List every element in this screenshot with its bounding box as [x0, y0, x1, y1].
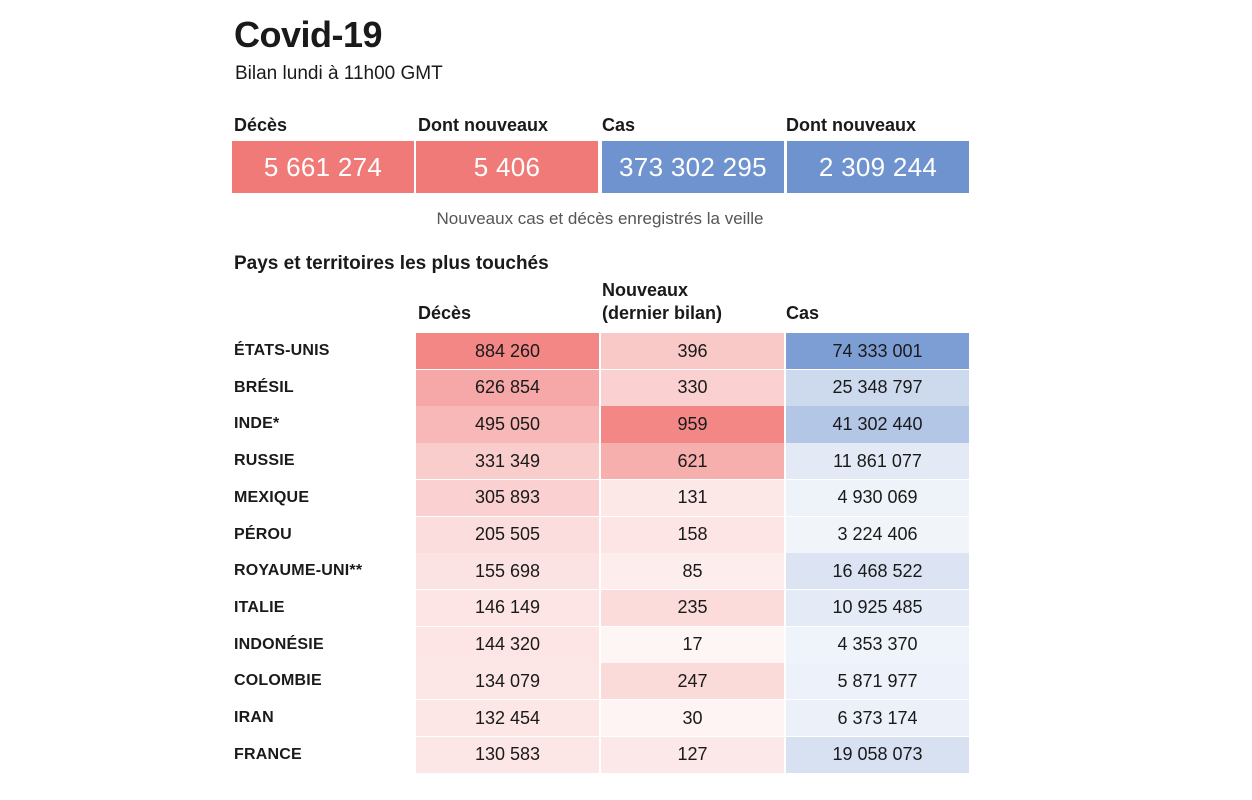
cell-new: 247 [601, 663, 784, 700]
cell-cases: 41 302 440 [786, 406, 969, 443]
cell-new: 127 [601, 736, 784, 773]
cell-deaths: 134 079 [416, 663, 599, 700]
cell-cases: 19 058 073 [786, 736, 969, 773]
cell-new: 158 [601, 516, 784, 553]
cell-cases: 5 871 977 [786, 663, 969, 700]
row-label: IRAN [234, 709, 274, 726]
cell-cases: 4 353 370 [786, 626, 969, 663]
column-header-new-line2: (dernier bilan) [602, 303, 723, 323]
row-label: MEXIQUE [234, 488, 310, 506]
cell-deaths: 884 260 [416, 333, 599, 370]
column-header-new: Nouveaux (dernier bilan) [602, 279, 722, 325]
column-header-deaths: Décès [418, 303, 472, 323]
cell-cases: 4 930 069 [786, 479, 969, 516]
cell-cases: 3 224 406 [786, 516, 969, 553]
cell-cases: 25 348 797 [786, 369, 969, 406]
cell-new: 959 [601, 406, 784, 443]
cell-cases: 11 861 077 [786, 443, 969, 480]
row-label: COLOMBIE [234, 672, 322, 690]
summary-value-deaths: 5 661 274 [232, 141, 414, 193]
cell-new: 131 [601, 479, 784, 516]
summary-label-cases: Cas [602, 115, 636, 135]
cell-cases: 16 468 522 [786, 553, 969, 590]
cell-cases: 10 925 485 [786, 589, 969, 627]
cell-new: 30 [601, 700, 784, 737]
row-label: ITALIE [234, 598, 285, 616]
row-label: INDE* [234, 415, 280, 433]
summary-note: Nouveaux cas et décès enregistrés la vei… [436, 209, 764, 228]
cell-deaths: 626 854 [416, 369, 599, 406]
cell-deaths: 305 893 [416, 479, 599, 516]
cell-cases: 74 333 001 [786, 333, 969, 370]
cell-deaths: 146 149 [416, 589, 599, 627]
column-header-cases: Cas [786, 303, 820, 323]
section-title: Pays et territoires les plus touchés [234, 253, 549, 274]
cell-new: 621 [601, 443, 784, 480]
cell-new: 330 [601, 369, 784, 406]
page-title: Covid-19 [234, 14, 383, 55]
cell-deaths: 130 583 [416, 736, 599, 773]
row-label: FRANCE [234, 745, 302, 763]
cell-cases: 6 373 174 [786, 700, 969, 737]
summary-value-new-cases: 2 309 244 [787, 141, 969, 193]
cell-new: 396 [601, 333, 784, 370]
summary-value-new-deaths: 5 406 [416, 141, 598, 193]
row-label: ROYAUME-UNI** [234, 562, 363, 580]
cell-deaths: 205 505 [416, 516, 599, 553]
cell-deaths: 132 454 [416, 700, 599, 737]
page-subtitle: Bilan lundi à 11h00 GMT [235, 63, 443, 84]
cell-deaths: 331 349 [416, 443, 599, 480]
cell-new: 235 [601, 589, 784, 627]
summary-value-cases: 373 302 295 [602, 141, 784, 193]
summary-label-deaths: Décès [234, 115, 288, 135]
cell-deaths: 495 050 [416, 406, 599, 443]
cell-new: 85 [601, 553, 784, 590]
cell-new: 17 [601, 626, 784, 663]
summary-label-new-deaths: Dont nouveaux [418, 115, 549, 135]
row-label: ÉTATS-UNIS [234, 342, 330, 359]
row-label: BRÉSIL [234, 378, 294, 396]
cell-deaths: 155 698 [416, 553, 599, 590]
row-label: PÉROU [234, 525, 292, 543]
row-label: RUSSIE [234, 452, 295, 470]
cell-deaths: 144 320 [416, 626, 599, 663]
column-header-new-line1: Nouveaux [602, 280, 689, 300]
row-label: INDONÉSIE [234, 635, 324, 653]
summary-label-new-cases: Dont nouveaux [786, 115, 917, 135]
